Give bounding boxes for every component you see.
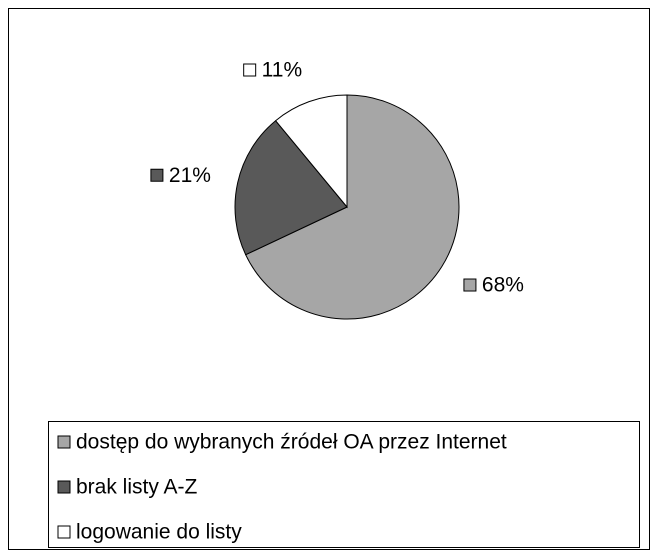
legend-label: dostęp do wybranych źródeł OA przez Inte… <box>76 431 507 454</box>
legend-swatch <box>57 480 71 494</box>
pie-slice <box>234 119 348 256</box>
data-label: 21% <box>169 164 211 187</box>
data-label: 11% <box>262 59 302 82</box>
label-swatch <box>463 278 477 292</box>
legend-swatch <box>57 525 71 539</box>
pie-slice <box>244 94 460 320</box>
data-label: 68% <box>482 274 524 297</box>
label-swatch <box>150 168 164 182</box>
legend-label: logowanie do listy <box>76 521 242 544</box>
legend-frame <box>48 421 640 548</box>
label-swatch <box>243 63 257 77</box>
legend-label: brak listy A-Z <box>76 476 198 499</box>
pie-slice <box>274 94 348 209</box>
legend-swatch <box>57 435 71 449</box>
